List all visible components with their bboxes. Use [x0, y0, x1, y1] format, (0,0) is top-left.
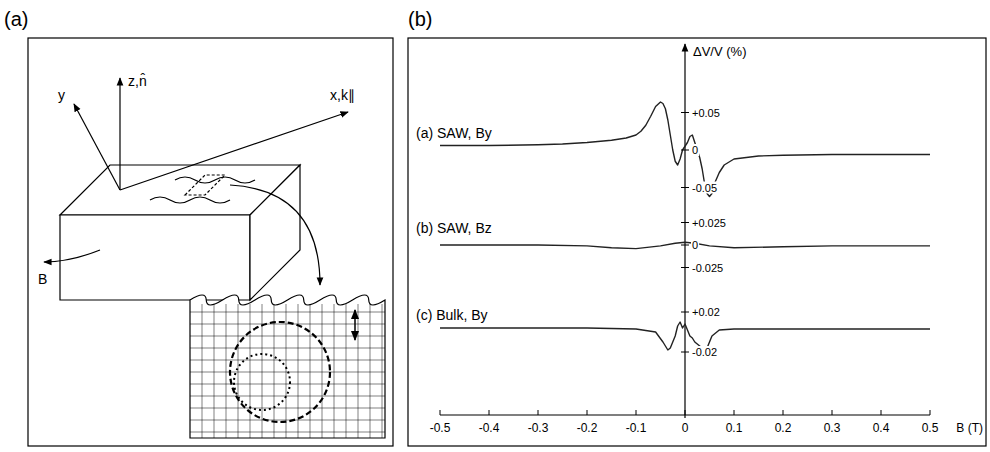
y-tick-label: +0.02	[692, 306, 720, 318]
label-patch	[691, 107, 721, 119]
y-tick-label: +0.025	[692, 217, 726, 229]
y-tick-label: +0.05	[692, 107, 720, 119]
label-patch	[691, 262, 724, 274]
trace	[440, 242, 930, 248]
block-side	[250, 165, 300, 300]
x-tick	[587, 410, 588, 415]
x-tick	[685, 410, 686, 415]
trace-title: (a) SAW, By	[416, 125, 492, 141]
y-tick	[681, 222, 689, 223]
trace	[440, 322, 930, 352]
sheet-grid	[190, 384, 385, 385]
x-tick-label: 0.4	[873, 421, 890, 435]
x-tick-label: 0.3	[824, 421, 841, 435]
axis-label: y	[58, 87, 65, 103]
sheet-grid	[190, 360, 385, 361]
x-tick	[930, 410, 931, 415]
x-arrow	[120, 112, 348, 190]
sheet	[190, 295, 385, 438]
x-tick-label: -0.5	[430, 421, 451, 435]
label-patch	[691, 306, 721, 318]
trace-group	[440, 242, 930, 248]
y-axis	[684, 44, 685, 418]
panel-frame	[28, 38, 393, 446]
sheet-grid	[190, 396, 385, 397]
x-tick-label: -0.3	[528, 421, 549, 435]
y-tick-label: 0	[692, 144, 698, 156]
y-tick-label: -0.05	[692, 182, 717, 194]
diagram	[44, 78, 385, 438]
trace-title: (b) SAW, Bz	[416, 220, 492, 236]
trace	[440, 102, 930, 197]
displacement-arrow	[354, 310, 356, 340]
sheet-grid	[190, 408, 385, 409]
y-tick-label: 0	[692, 239, 698, 251]
y-tick	[681, 112, 689, 113]
axis-label: x,k∥	[330, 87, 355, 103]
y-tick-label: -0.02	[692, 346, 717, 358]
x-tick	[783, 410, 784, 415]
z-arrow	[119, 78, 120, 190]
x-tick	[489, 410, 490, 415]
y-tick	[681, 187, 689, 188]
trace-group	[440, 102, 930, 197]
label-patch	[691, 182, 718, 194]
x-tick	[832, 410, 833, 415]
panel-letter: (a)	[4, 8, 28, 30]
sheet-grid	[190, 420, 385, 421]
orbit	[230, 322, 330, 422]
label-patch	[691, 144, 699, 156]
block-front	[60, 215, 250, 300]
wave-line	[175, 177, 255, 183]
x-tick	[636, 410, 637, 415]
trace-group	[440, 322, 930, 352]
y-tick	[681, 352, 689, 353]
x-tick-label: 0.2	[775, 421, 792, 435]
x-tick-label: 0.1	[726, 421, 743, 435]
y-tick	[681, 150, 689, 151]
connector-arrow	[230, 185, 320, 285]
axis-label: z,n̂	[128, 73, 147, 89]
tick-labels: +0.05 0 -0.05 +0.025 0 -0.025 +0.02 -0.02	[691, 107, 727, 359]
y-axis-title: ΔV/V (%)	[693, 44, 746, 59]
panel-frame	[408, 38, 986, 446]
y-tick	[681, 267, 689, 268]
x-tick	[734, 410, 735, 415]
field-arrow	[44, 250, 100, 262]
sheet-grid	[190, 432, 385, 433]
wave-line	[150, 197, 230, 203]
y-arrow	[74, 104, 120, 190]
orbit	[234, 354, 290, 410]
x-tick	[881, 410, 882, 415]
label-patch	[691, 239, 699, 251]
field-label: B	[38, 271, 47, 287]
y-tick-label: -0.025	[692, 262, 723, 274]
x-tick-label: -0.1	[626, 421, 647, 435]
x-tick	[440, 410, 441, 415]
x-tick-label: 0	[682, 421, 689, 435]
x-axis-title: B (T)	[956, 421, 983, 435]
y-tick	[681, 245, 689, 246]
y-tick	[681, 312, 689, 313]
x-tick	[538, 410, 539, 415]
x-tick-label: -0.4	[479, 421, 500, 435]
panel-letter: (b)	[408, 8, 432, 30]
x-tick-label: 0.5	[922, 421, 939, 435]
sheet-grid	[190, 348, 385, 349]
figure: (a) (b) z,n̂ y x,k∥ B ΔV/V (%) (a) SAW, By (b) S…	[0, 0, 990, 452]
label-patch	[691, 217, 727, 229]
trace-title: (c) Bulk, By	[416, 307, 488, 323]
label-patch	[691, 346, 718, 358]
wave-cell	[185, 175, 225, 195]
x-tick-label: -0.2	[577, 421, 598, 435]
